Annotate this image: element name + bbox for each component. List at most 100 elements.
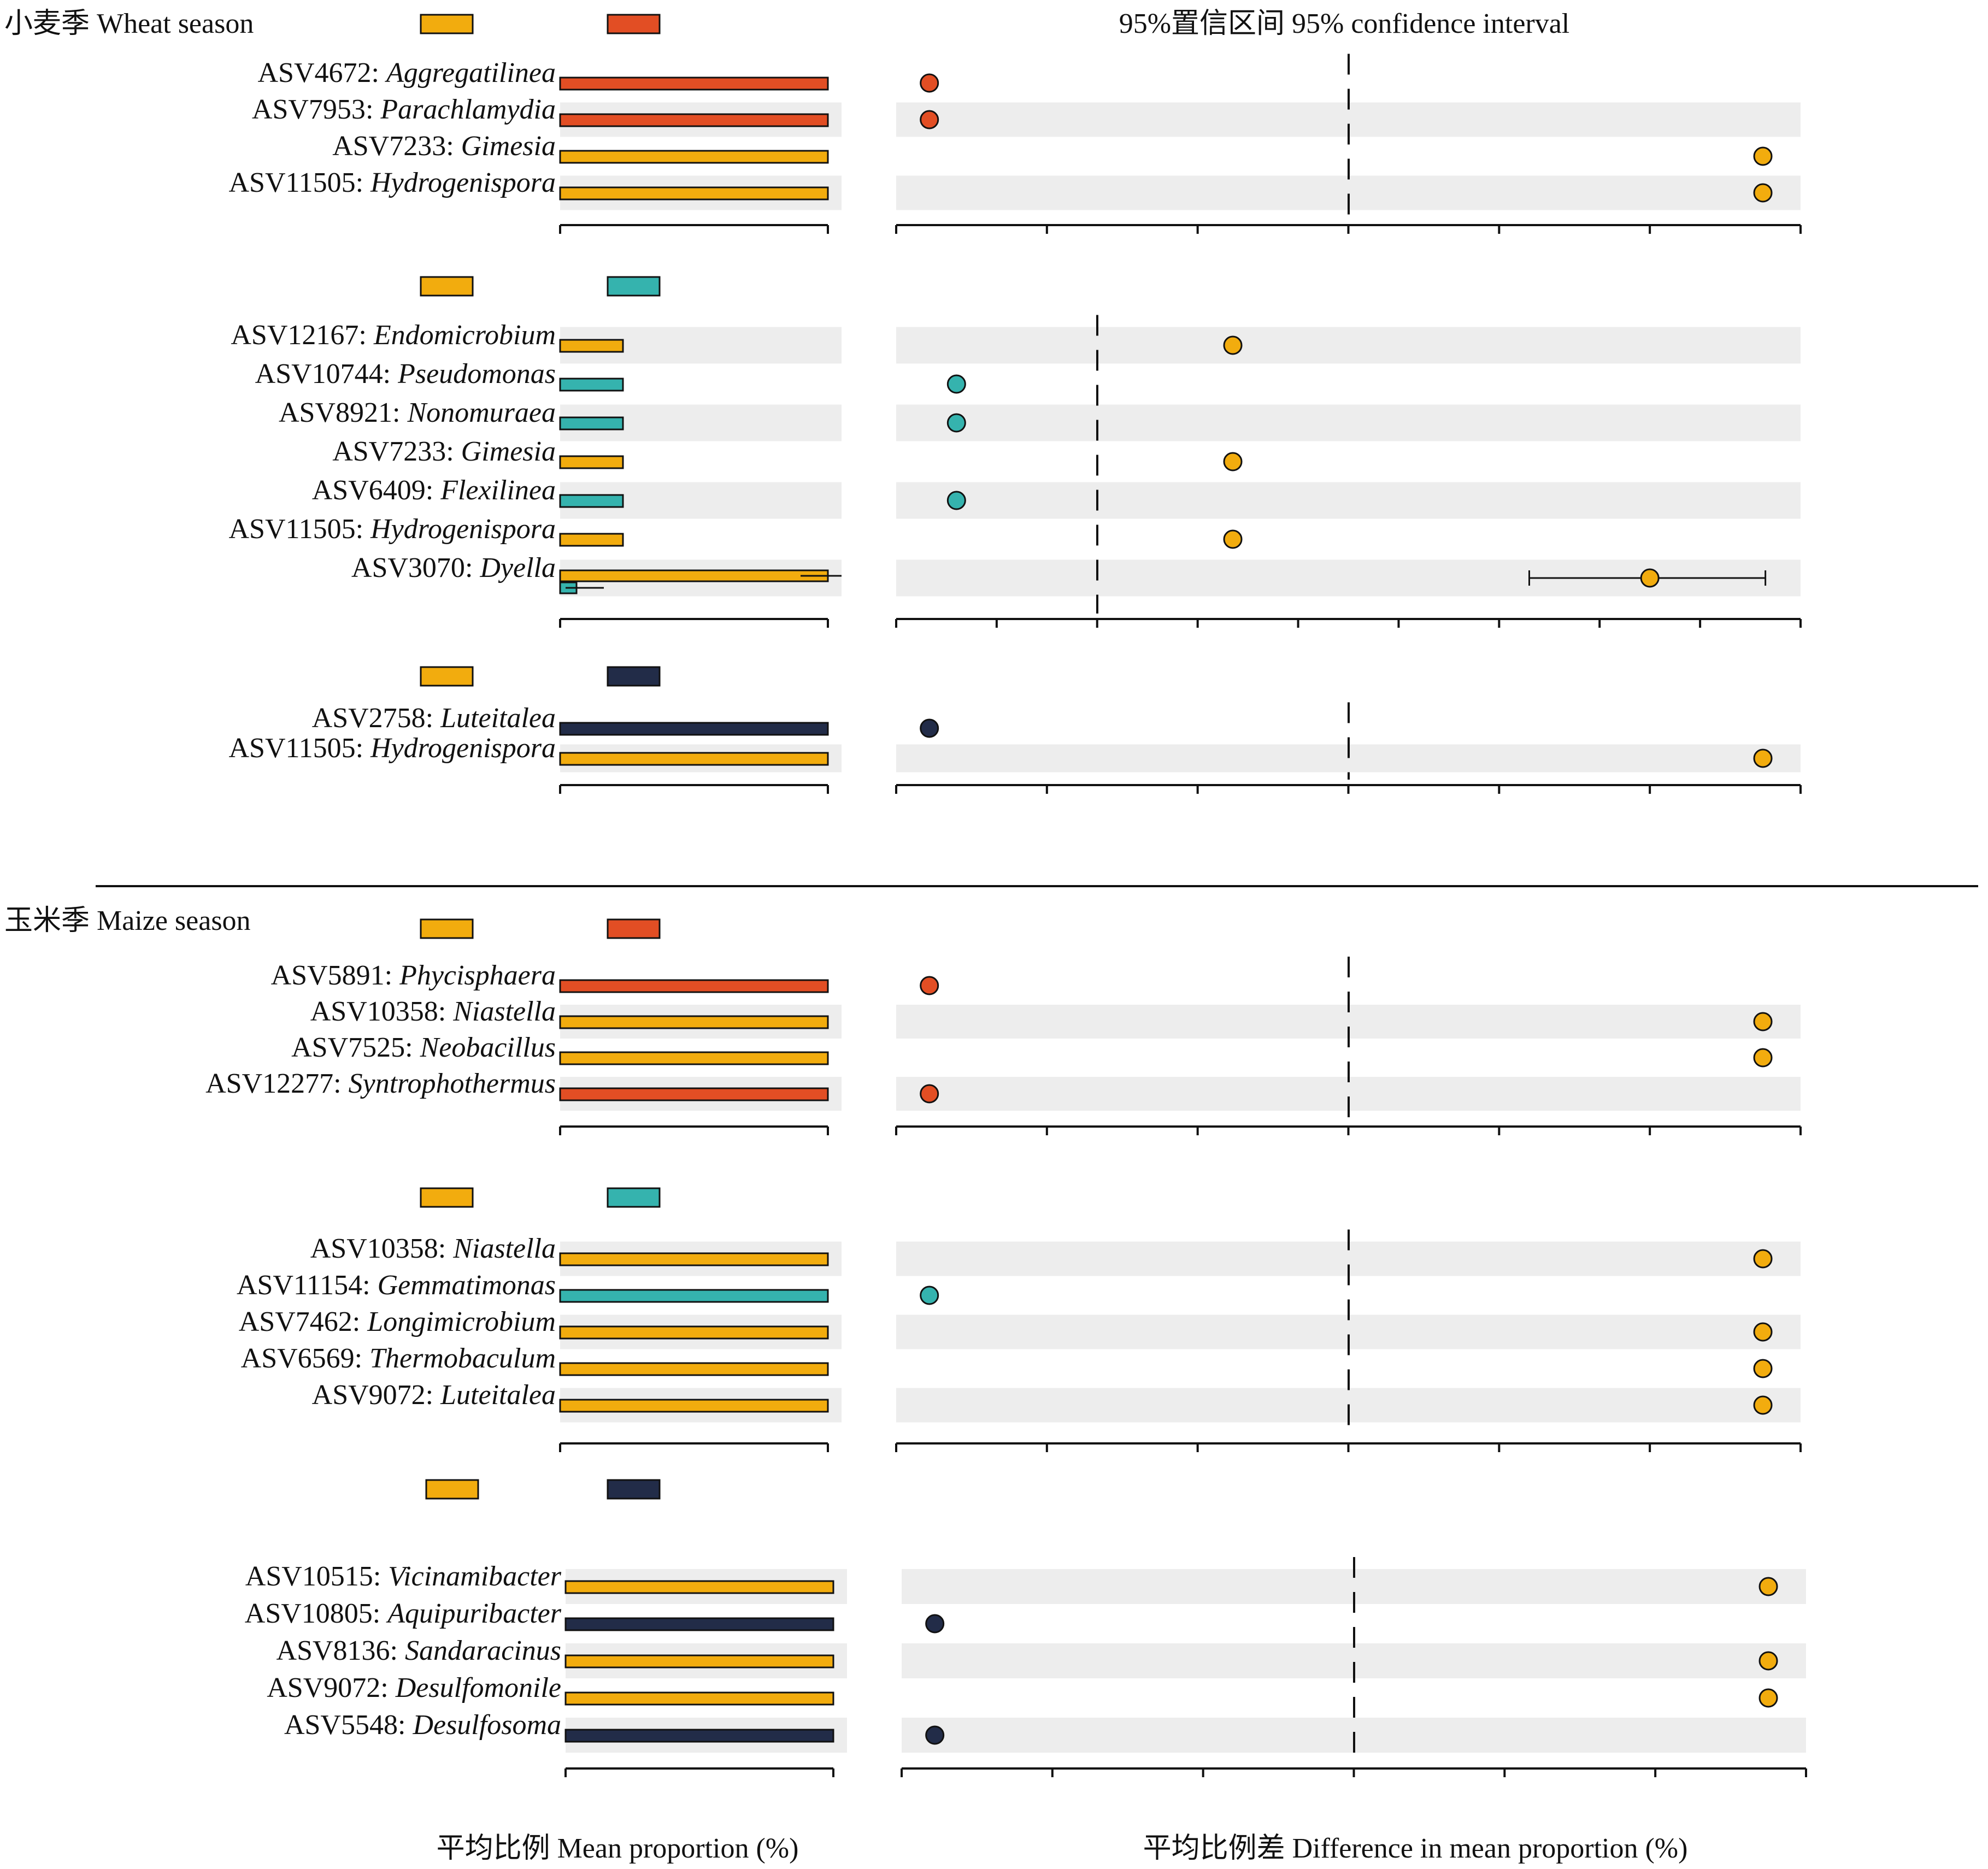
diff-point [1753, 1048, 1773, 1068]
label-separator: : [446, 436, 461, 467]
legend-swatch-npks [607, 14, 661, 34]
diff-point [920, 718, 939, 738]
row-band [896, 404, 1801, 441]
bar-npkp [559, 1289, 829, 1303]
bar-npk [559, 752, 829, 766]
asv-id: ASV7233 [332, 436, 446, 467]
row-label: ASV7462: Longimicrobium [239, 1306, 556, 1337]
asv-id: ASV3070 [351, 552, 465, 583]
genus-name: Parachlamydia [380, 94, 556, 125]
row-label: ASV9072: Desulfomonile [267, 1672, 561, 1703]
bar-npks [559, 1087, 829, 1101]
row-band [896, 482, 1801, 519]
genus-name: Luteitalea [440, 703, 556, 734]
genus-name: Hydrogenispora [370, 514, 556, 545]
wheat-season-title: 小麦季 Wheat season [4, 8, 254, 39]
label-separator: : [438, 1233, 453, 1264]
bar-npkc [559, 722, 829, 736]
row-label: ASV10358: Niastella [310, 1233, 556, 1264]
bar-npkc [564, 1729, 834, 1743]
label-separator: : [356, 733, 370, 764]
legend-swatch-npkp [607, 1187, 661, 1208]
asv-id: ASV11505 [228, 733, 355, 764]
bar-npk [559, 569, 829, 582]
row-label: ASV7953: Parachlamydia [252, 94, 556, 125]
diff-point [1758, 1577, 1778, 1596]
asv-id: ASV7462 [239, 1306, 352, 1337]
row-label: ASV12277: Syntrophothermus [205, 1068, 556, 1099]
diff-point [1640, 568, 1660, 588]
label-separator: : [390, 1635, 405, 1666]
bar-npk [559, 1015, 829, 1029]
bar-npkp [559, 378, 624, 392]
diff-point [920, 1286, 939, 1305]
genus-name: Luteitalea [440, 1379, 556, 1411]
genus-name: Neobacillus [420, 1032, 556, 1063]
diff-point [946, 374, 966, 394]
row-label: ASV10744: Pseudomonas [255, 358, 556, 390]
row-label: ASV3070: Dyella [351, 552, 556, 583]
genus-name: Hydrogenispora [370, 733, 556, 764]
row-label: ASV9072: Luteitalea [312, 1379, 556, 1411]
diff-point [1753, 1012, 1773, 1031]
label-separator: : [385, 960, 399, 991]
diff-point [1753, 1322, 1773, 1342]
legend-swatch-npkc [607, 1479, 661, 1500]
bar-npks [559, 76, 829, 91]
row-label: ASV11505: Hydrogenispora [228, 167, 556, 198]
bar-npk [564, 1691, 834, 1706]
asv-id: ASV10744 [255, 358, 383, 390]
asv-id: ASV10358 [310, 1233, 438, 1264]
row-label: ASV5548: Desulfosoma [284, 1709, 561, 1741]
asv-id: ASV10358 [310, 996, 438, 1027]
diff-point [925, 1614, 945, 1634]
diff-point [920, 1084, 939, 1104]
legend-swatch-npks [607, 918, 661, 939]
label-separator: : [356, 167, 370, 198]
label-separator: : [356, 514, 370, 545]
diff-point [1758, 1688, 1778, 1708]
label-separator: : [358, 320, 373, 351]
genus-name: Gimesia [461, 436, 556, 467]
asv-id: ASV11505 [228, 167, 355, 198]
asv-id: ASV9072 [312, 1379, 426, 1411]
diff-point [1753, 1395, 1773, 1415]
row-label: ASV11505: Hydrogenispora [228, 733, 556, 764]
asv-id: ASV4672 [257, 57, 371, 89]
genus-name: Aggregatilinea [385, 57, 556, 89]
row-label: ASV7233: Gimesia [332, 436, 556, 467]
genus-name: Vicinamibacter [388, 1561, 561, 1592]
diff-point [1223, 452, 1243, 471]
diff-point [920, 976, 939, 995]
label-separator: : [465, 552, 480, 583]
row-label: ASV10515: Vicinamibacter [245, 1561, 562, 1592]
label-separator: : [373, 1598, 387, 1629]
label-separator: : [366, 94, 380, 125]
legend-swatch-npk [420, 666, 474, 687]
legend-swatch-npkp [607, 276, 661, 297]
asv-id: ASV7953 [252, 94, 366, 125]
bar-npkc [564, 1617, 834, 1631]
row-band [896, 327, 1801, 364]
diff-point [1753, 1249, 1773, 1269]
asv-id: ASV11154 [237, 1270, 362, 1301]
label-separator: : [438, 996, 453, 1027]
legend-swatch-npk [425, 1479, 479, 1500]
label-separator: : [446, 131, 461, 162]
right-x-axis-title: 平均比例差 Difference in mean proportion (%) [1143, 1833, 1688, 1864]
genus-name: Flexilinea [440, 475, 556, 506]
diff-point [1758, 1651, 1778, 1671]
row-label: ASV12167: Endomicrobium [231, 320, 556, 351]
diff-point [1223, 529, 1243, 549]
bar-npkp [559, 416, 624, 431]
genus-name: Aquipuribacter [386, 1598, 562, 1629]
ci-title: 95%置信区间 95% confidence interval [1119, 8, 1570, 39]
label-separator: : [426, 1379, 440, 1411]
legend-swatch-npk [420, 14, 474, 34]
row-label: ASV10358: Niastella [310, 996, 556, 1027]
row-label: ASV7233: Gimesia [332, 131, 556, 162]
legend-swatch-npk [420, 276, 474, 297]
left-x-axis-title: 平均比例 Mean proportion (%) [437, 1833, 799, 1864]
bar-npks [559, 113, 829, 127]
asv-id: ASV12167 [231, 320, 358, 351]
